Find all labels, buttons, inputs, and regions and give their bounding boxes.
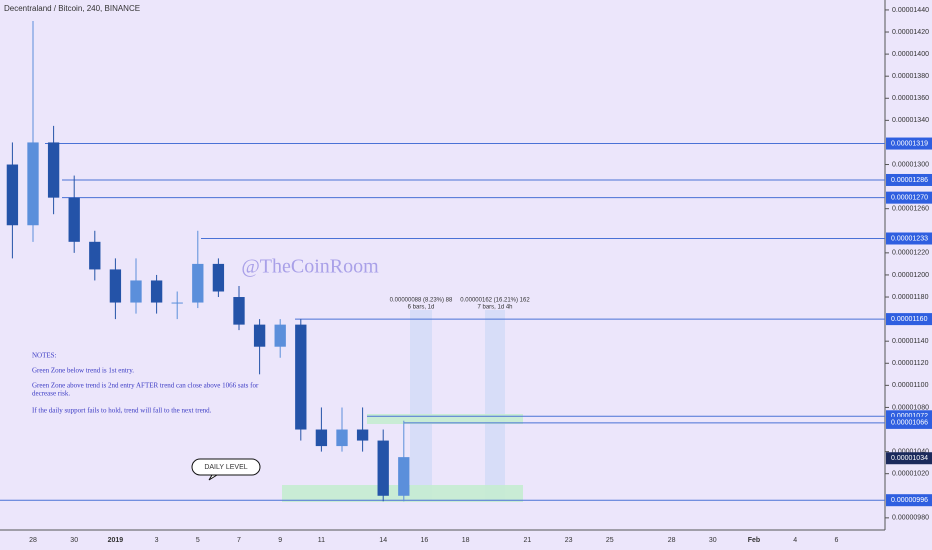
level-badge bbox=[886, 137, 932, 150]
level-label: 0.00000996 bbox=[891, 497, 928, 504]
candle-body bbox=[27, 142, 39, 226]
y-tick-label: 0.00001180 bbox=[892, 294, 929, 301]
last-price-label: 0.00001034 bbox=[891, 455, 928, 462]
candle-body bbox=[274, 324, 286, 347]
x-tick-label: 11 bbox=[318, 537, 325, 544]
y-tick-label: 0.00001140 bbox=[892, 338, 929, 345]
measure-text: 0.00000088 (8.23%) 88 bbox=[390, 298, 453, 304]
y-tick-label: 0.00001080 bbox=[892, 404, 929, 411]
candle-body bbox=[109, 269, 122, 303]
level-label: 0.00001270 bbox=[891, 194, 928, 201]
y-tick-label: 0.00001440 bbox=[892, 7, 929, 14]
measure-zone bbox=[410, 310, 432, 500]
level-label: 0.00001286 bbox=[891, 177, 928, 184]
candle-body bbox=[212, 263, 225, 292]
x-tick-label: 2019 bbox=[108, 537, 124, 544]
level-badge bbox=[886, 494, 932, 507]
level-badge bbox=[886, 173, 932, 186]
candle-body bbox=[356, 429, 369, 441]
y-tick-label: 0.00001200 bbox=[892, 272, 929, 279]
candle-body bbox=[398, 457, 410, 496]
candle-body bbox=[171, 302, 183, 304]
callout-box bbox=[191, 458, 261, 481]
candle-body bbox=[336, 429, 348, 447]
note: Green Zone above trend is 2nd entry AFTE… bbox=[32, 382, 259, 390]
candle-body bbox=[192, 263, 204, 303]
y-tick-label: 0.00001260 bbox=[892, 206, 929, 213]
level-label: 0.00001160 bbox=[891, 316, 928, 323]
x-tick-label: 28 bbox=[29, 537, 37, 544]
x-tick-label: 23 bbox=[565, 537, 573, 544]
level-badge bbox=[886, 313, 932, 326]
note: If the daily support fails to hold, tren… bbox=[32, 407, 212, 415]
level-label: 0.00001066 bbox=[891, 420, 928, 427]
candle-body bbox=[377, 440, 389, 496]
candle-body bbox=[295, 324, 307, 430]
chart-title: Decentraland / Bitcoin, 240, BINANCE bbox=[4, 4, 140, 13]
y-tick-label: 0.00001300 bbox=[892, 161, 929, 168]
candle-body bbox=[150, 280, 163, 303]
x-tick-label: 30 bbox=[709, 537, 717, 544]
y-tick-label: 0.00001220 bbox=[892, 250, 929, 257]
measure-zone bbox=[485, 310, 505, 500]
x-tick-label: 4 bbox=[793, 537, 797, 544]
x-tick-label: 18 bbox=[462, 537, 470, 544]
y-tick-label: 0.00001360 bbox=[892, 95, 929, 102]
y-tick-label: 0.00001020 bbox=[892, 471, 929, 478]
x-tick-label: 7 bbox=[237, 537, 241, 544]
y-tick-label: 0.00001120 bbox=[892, 360, 929, 367]
note: Green Zone below trend is 1st entry. bbox=[32, 367, 134, 375]
x-tick-label: 16 bbox=[421, 537, 429, 544]
candle-body bbox=[130, 280, 142, 303]
candle-body bbox=[315, 429, 328, 447]
x-tick-label: 9 bbox=[278, 537, 282, 544]
x-tick-label: Feb bbox=[748, 537, 760, 544]
candle-body bbox=[6, 164, 19, 226]
x-tick-label: 25 bbox=[606, 537, 614, 544]
x-tick-label: 3 bbox=[155, 537, 159, 544]
last-price-badge bbox=[886, 452, 932, 465]
x-tick-label: 30 bbox=[70, 537, 78, 544]
measure-text: 0.00000162 (16.21%) 162 bbox=[460, 298, 530, 304]
y-tick-label: 0.00001400 bbox=[892, 51, 929, 58]
candle-body bbox=[253, 324, 266, 347]
y-tick-label: 0.00001100 bbox=[892, 382, 929, 389]
x-tick-label: 21 bbox=[524, 537, 532, 544]
x-tick-label: 5 bbox=[196, 537, 200, 544]
level-label: 0.00001319 bbox=[891, 140, 928, 147]
watermark: @TheCoinRoom bbox=[241, 256, 379, 278]
level-badge bbox=[886, 191, 932, 204]
candle-body bbox=[233, 297, 245, 325]
level-label: 0.00001233 bbox=[891, 235, 928, 242]
note: decrease risk. bbox=[32, 390, 70, 398]
candle-body bbox=[89, 241, 101, 270]
x-tick-label: 28 bbox=[668, 537, 676, 544]
green-zone bbox=[367, 414, 523, 424]
x-tick-label: 6 bbox=[834, 537, 838, 544]
level-label: 0.00001072 bbox=[891, 413, 928, 420]
y-tick-label: 0.00001040 bbox=[892, 448, 929, 455]
y-tick-label: 0.00000980 bbox=[892, 515, 929, 522]
candle-body bbox=[68, 197, 80, 242]
measure-text: 6 bars, 1d bbox=[408, 305, 435, 311]
measure-text: 7 bars, 1d 4h bbox=[477, 305, 512, 311]
note: NOTES: bbox=[32, 352, 57, 360]
level-badge bbox=[886, 416, 932, 429]
level-badge bbox=[886, 232, 932, 245]
candle-body bbox=[47, 142, 60, 198]
y-tick-label: 0.00001380 bbox=[892, 73, 929, 80]
y-tick-label: 0.00001420 bbox=[892, 29, 929, 36]
x-tick-label: 14 bbox=[379, 537, 387, 544]
callout-text: DAILY LEVEL bbox=[204, 464, 247, 471]
y-tick-label: 0.00001340 bbox=[892, 117, 929, 124]
